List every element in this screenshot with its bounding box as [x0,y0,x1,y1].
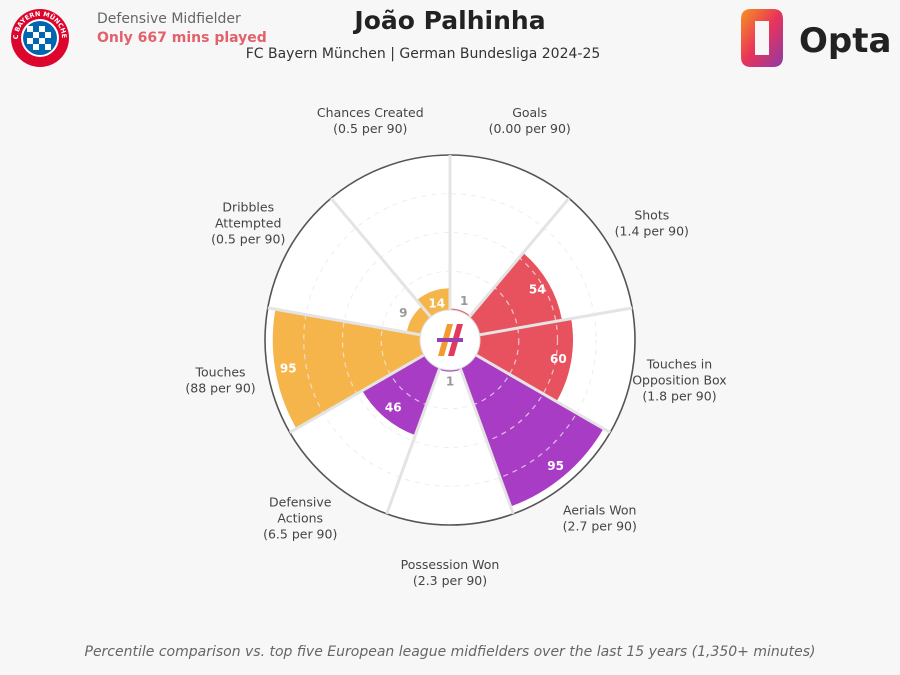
radar-grid-ring [341,231,559,449]
radar-spoke [468,197,571,318]
category-label-3: Touches in Opposition Box (1.8 per 90) [632,356,727,403]
radar-spoke [458,367,515,515]
value-label-2: 54 [529,283,546,297]
radar-grid-ring [303,193,597,487]
value-label-7: 95 [280,362,297,376]
opta-logo: Opta [741,9,891,67]
value-label-4: 95 [547,459,564,473]
page-subtitle: FC Bayern München | German Bundesliga 20… [245,46,601,62]
category-label-4: Aerials Won (2.7 per 90) [563,502,637,533]
player-position: Defensive Midfielder [97,11,241,27]
radar-wedge-5 [439,368,461,372]
radar-spoke [385,367,442,515]
radar-grid-ring-shade [303,193,597,487]
category-label-1: Goals (0.00 per 90) [489,105,571,136]
radar-spoke [475,353,611,434]
value-label-8: 9 [399,306,407,320]
center-emblem-bar [437,338,463,342]
radar-wedges [272,252,604,507]
radar-spoke [329,197,432,318]
radar-grid-ring-shade [342,232,558,448]
radar-wedge-8 [406,306,431,335]
radar-spoke [267,306,421,337]
radar-center [419,309,481,371]
club-logo: FC BAYERN MÜNCHEN [10,8,69,67]
radar-wedge-3 [475,318,573,402]
radar-wedge-2 [469,252,562,335]
radar-wedge-4 [460,355,604,507]
radar-wedge-7 [272,309,425,429]
radar-value-labels: 1 54 60 95 1 46 95 9 14 [280,283,567,473]
opta-wordmark: Opta [799,21,891,61]
category-label-2: Shots (1.4 per 90) [615,208,689,239]
minutes-note: Only 667 mins played [97,30,267,46]
category-label-6: Defensive Actions (6.5 per 90) [263,494,337,541]
page-title: João Palhinha [354,6,546,35]
radar-wedge-6 [362,355,440,436]
category-label-9: Chances Created (0.5 per 90) [317,105,424,136]
footer-note: Percentile comparison vs. top five Europ… [84,644,816,660]
value-label-1: 1 [460,294,468,308]
radar-category-labels: Goals (0.00 per 90) Shots (1.4 per 90) Touch… [185,105,726,588]
category-label-7: Touches (88 per 90) [185,364,255,395]
radar-grid [267,155,633,515]
value-label-9: 14 [428,297,445,311]
category-label-5: Possession Won (2.3 per 90) [401,557,500,588]
radar-spoke [479,306,633,337]
category-label-8: Dribbles Attempted (0.5 per 90) [211,200,285,247]
value-label-3: 60 [550,352,567,366]
value-label-5: 1 [446,375,454,389]
radar-spoke [289,353,425,434]
value-label-6: 46 [385,401,402,415]
